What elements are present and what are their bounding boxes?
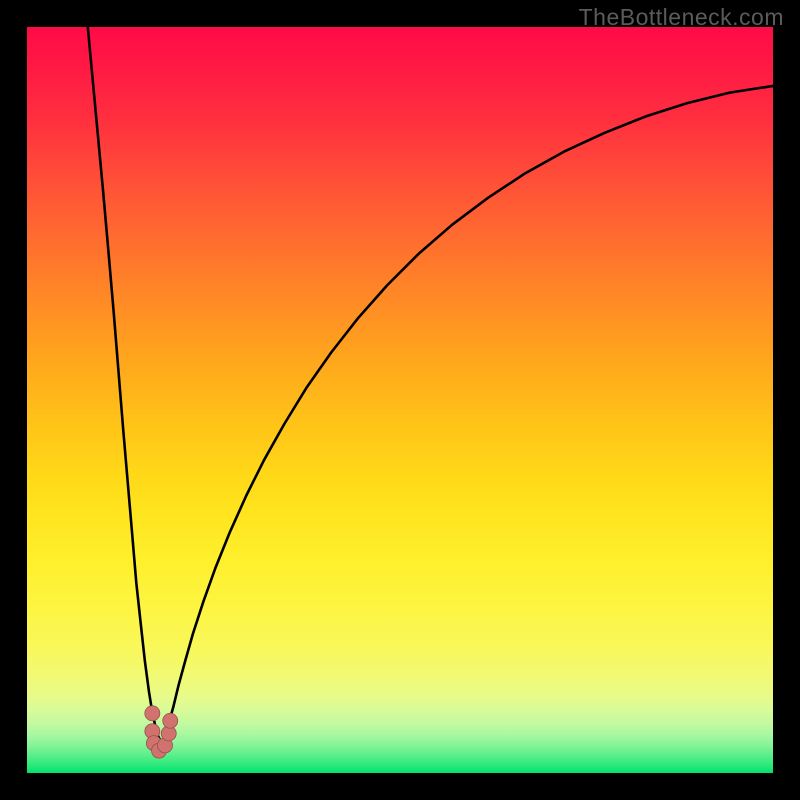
bottleneck-chart [0,0,800,800]
marker-dot [145,706,160,721]
chart-container: TheBottleneck.com [0,0,800,800]
watermark-text: TheBottleneck.com [579,4,784,31]
marker-dot [163,713,178,728]
plot-background [27,27,773,773]
